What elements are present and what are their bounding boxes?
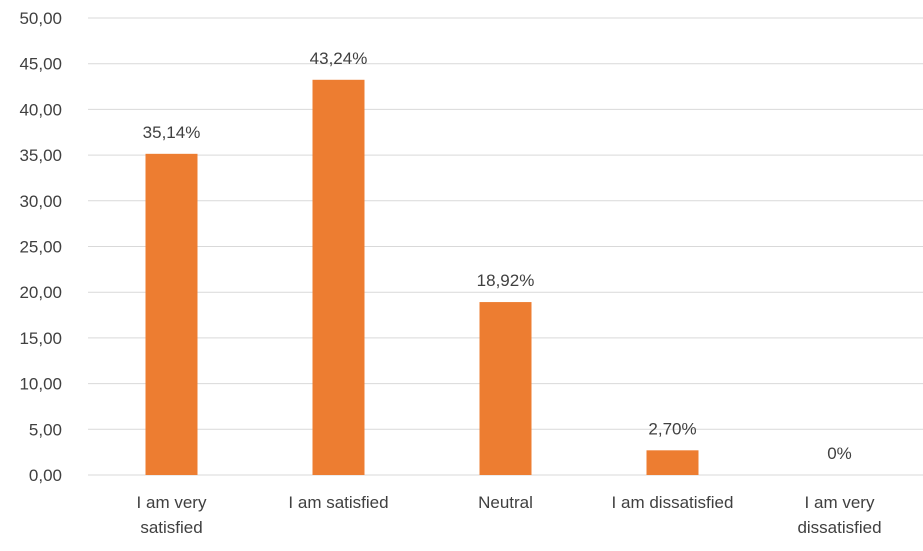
y-tick-label: 45,00 [19,55,62,74]
y-tick-label: 5,00 [29,420,62,439]
y-tick-label: 50,00 [19,9,62,28]
x-axis-category-labels: I am very satisfied I am satisfied Neutral I… [137,493,882,537]
bar [646,450,699,475]
x-category-label: dissatisfied [797,518,881,537]
x-category-label: Neutral [478,493,533,512]
y-tick-label: 35,00 [19,146,62,165]
x-category-label: I am satisfied [288,493,388,512]
y-tick-label: 0,00 [29,466,62,485]
y-tick-label: 30,00 [19,192,62,211]
bar [145,153,198,475]
y-tick-label: 40,00 [19,100,62,119]
x-category-label: satisfied [140,518,202,537]
x-category-label: I am dissatisfied [612,493,734,512]
y-tick-label: 25,00 [19,238,62,257]
y-tick-label: 10,00 [19,375,62,394]
y-tick-label: 15,00 [19,329,62,348]
x-category-label: I am very [137,493,207,512]
data-labels: 35,14% 43,24% 18,92% 2,70% 0% [143,49,852,463]
data-label: 35,14% [143,123,201,142]
x-category-label: I am very [805,493,875,512]
bars [145,79,699,475]
data-label: 0% [827,444,852,463]
y-tick-label: 20,00 [19,283,62,302]
data-label: 43,24% [310,49,368,68]
gridlines [88,17,923,476]
data-label: 2,70% [648,419,696,438]
y-axis-tick-labels: 0,00 5,00 10,00 15,00 20,00 25,00 30,00 35,00 40… [19,9,62,485]
bar [479,302,532,475]
data-label: 18,92% [477,271,535,290]
bar [312,79,365,475]
